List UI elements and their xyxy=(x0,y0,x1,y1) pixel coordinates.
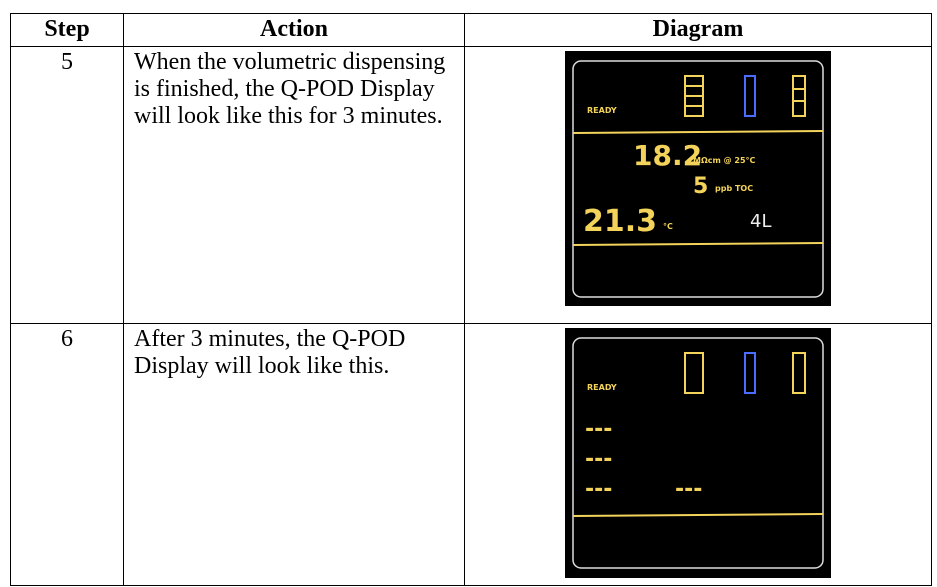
resistivity: --- xyxy=(585,417,612,442)
resistivity: 18.2 xyxy=(633,139,702,172)
step-cell: 5 xyxy=(10,46,124,324)
header-cell: Diagram xyxy=(464,13,932,47)
resistivity-unit: MΩcm @ 25°C xyxy=(693,156,756,165)
status: READY xyxy=(587,383,617,392)
procedure-table: Step Action Diagram 5 When the volumetri… xyxy=(10,13,932,586)
temperature-unit: °C xyxy=(663,222,673,231)
header-cell: Step xyxy=(10,13,124,47)
volume: --- xyxy=(675,477,702,502)
step-cell: 6 xyxy=(10,323,124,586)
diagram-cell: READY 18.2 MΩcm @ 25°C 5 ppb TOC 21.3 °C… xyxy=(464,46,932,324)
row: 6 After 3 minutes, the Q-POD Display wil… xyxy=(10,323,932,586)
display-diagram: READY 18.2 MΩcm @ 25°C 5 ppb TOC 21.3 °C… xyxy=(565,51,831,306)
temperature: --- xyxy=(585,477,612,502)
toc-unit: ppb TOC xyxy=(715,184,753,193)
temperature: 21.3 xyxy=(583,204,657,239)
volume: 4L xyxy=(750,211,771,232)
action-cell: After 3 minutes, the Q-POD Display will … xyxy=(123,323,465,586)
header-row: Step Action Diagram xyxy=(10,13,932,47)
display-diagram: READY --- --- --- --- xyxy=(565,328,831,578)
diagram-cell: READY --- --- --- --- xyxy=(464,323,932,586)
toc: 5 xyxy=(693,174,708,199)
action-cell: When the volumetric dispensing is finish… xyxy=(123,46,465,324)
header-cell: Action xyxy=(123,13,465,47)
toc: --- xyxy=(585,447,612,472)
status: READY xyxy=(587,106,617,115)
row: 5 When the volumetric dispensing is fini… xyxy=(10,46,932,324)
